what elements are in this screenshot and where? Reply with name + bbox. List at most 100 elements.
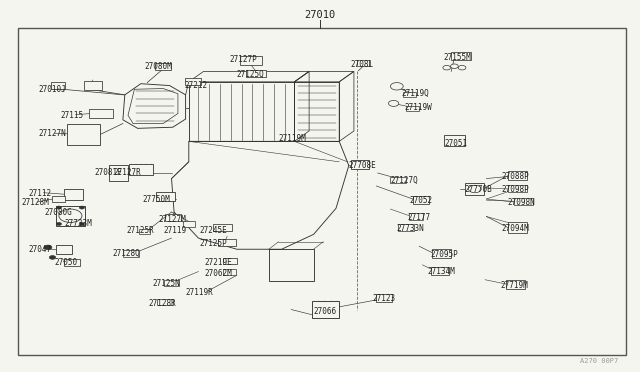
Text: 27127Q: 27127Q [390,176,418,185]
Text: 27119M: 27119M [278,134,306,143]
Bar [406,106,419,112]
Bar [84,81,102,90]
Text: 27051: 27051 [444,139,467,148]
Bar [52,196,65,202]
Text: 27212: 27212 [184,81,207,90]
Circle shape [79,206,84,209]
Bar [89,109,113,118]
Text: 27112: 27112 [29,189,52,198]
Text: 27119W: 27119W [404,103,432,112]
Text: 27081E: 27081E [95,169,122,177]
Bar [223,269,236,275]
Circle shape [49,256,56,259]
Bar [156,192,175,201]
Bar [56,245,72,254]
Text: 27080G: 27080G [45,208,72,217]
Bar [413,196,429,204]
Text: 27128M: 27128M [21,198,49,207]
Bar [246,70,266,77]
Text: 27123: 27123 [372,294,396,303]
Bar [376,294,392,302]
Bar [508,185,527,192]
Text: 27155M: 27155M [444,53,471,62]
Bar [51,82,65,89]
Text: 27750M: 27750M [142,195,170,203]
Circle shape [458,65,466,70]
Bar [432,249,451,258]
Circle shape [468,185,481,193]
Text: 27125P: 27125P [200,239,227,248]
Bar [444,135,465,146]
Text: 27128Q: 27128Q [112,248,140,257]
Text: 27050: 27050 [54,258,77,267]
Text: A270 00P7: A270 00P7 [580,358,618,364]
Bar [218,239,236,246]
Circle shape [44,245,52,250]
Bar [351,160,369,169]
Bar [165,214,181,221]
Text: 27088P: 27088P [502,172,529,181]
Text: 27127M: 27127M [159,215,186,224]
Bar [64,189,83,200]
Bar [514,198,533,205]
Bar [409,213,423,220]
Bar [186,78,201,85]
Circle shape [56,206,61,209]
Bar [109,165,128,181]
Text: 27719M: 27719M [500,281,528,290]
Bar [240,55,262,65]
Bar [213,224,232,231]
Text: 27127N: 27127N [38,129,66,138]
Text: 27095P: 27095P [430,250,458,259]
Bar [155,63,172,70]
Text: 27119: 27119 [163,226,186,235]
Bar [56,205,85,226]
Bar [506,280,525,289]
Text: 2708L: 2708L [351,60,374,69]
Bar [403,92,416,97]
Text: 27245E: 27245E [200,226,227,235]
Text: 27115: 27115 [61,111,84,120]
Bar [129,164,153,175]
Text: 27080M: 27080M [144,62,172,71]
Text: 27062M: 27062M [205,269,232,278]
Text: 27052: 27052 [410,196,433,205]
Circle shape [451,64,458,68]
Bar [390,177,406,183]
Circle shape [388,100,399,106]
Bar [164,280,179,286]
Text: 27733M: 27733M [64,219,92,228]
Text: 27125Q: 27125Q [237,70,264,79]
Text: 27128R: 27128R [148,299,176,308]
Circle shape [59,209,82,222]
Circle shape [79,222,84,225]
Text: 27119Q: 27119Q [401,89,429,98]
Bar [64,259,80,266]
Text: 27177: 27177 [407,213,430,222]
Bar [139,228,150,234]
Text: 27733N: 27733N [397,224,424,233]
Bar [431,267,449,275]
Bar [357,61,370,66]
Text: 27119R: 27119R [186,288,213,296]
Bar [18,28,626,355]
Text: 27127P: 27127P [229,55,257,64]
Text: 27219E: 27219E [205,258,232,267]
Bar [183,221,195,227]
Text: 27010J: 27010J [38,85,66,94]
Text: 27770B: 27770B [465,185,492,194]
Text: 27134M: 27134M [428,267,455,276]
Text: 27098P: 27098P [502,185,529,194]
Bar [508,171,527,180]
Text: 27066: 27066 [314,307,337,316]
Text: 27708E: 27708E [349,161,376,170]
Bar [398,224,415,231]
Circle shape [390,83,403,90]
Bar [223,258,237,264]
Text: 27125N: 27125N [152,279,180,288]
Text: 27010: 27010 [305,10,335,20]
Text: 27125R: 27125R [127,226,154,235]
Text: 27047: 27047 [29,245,52,254]
Bar [67,124,100,145]
Bar [465,183,484,195]
